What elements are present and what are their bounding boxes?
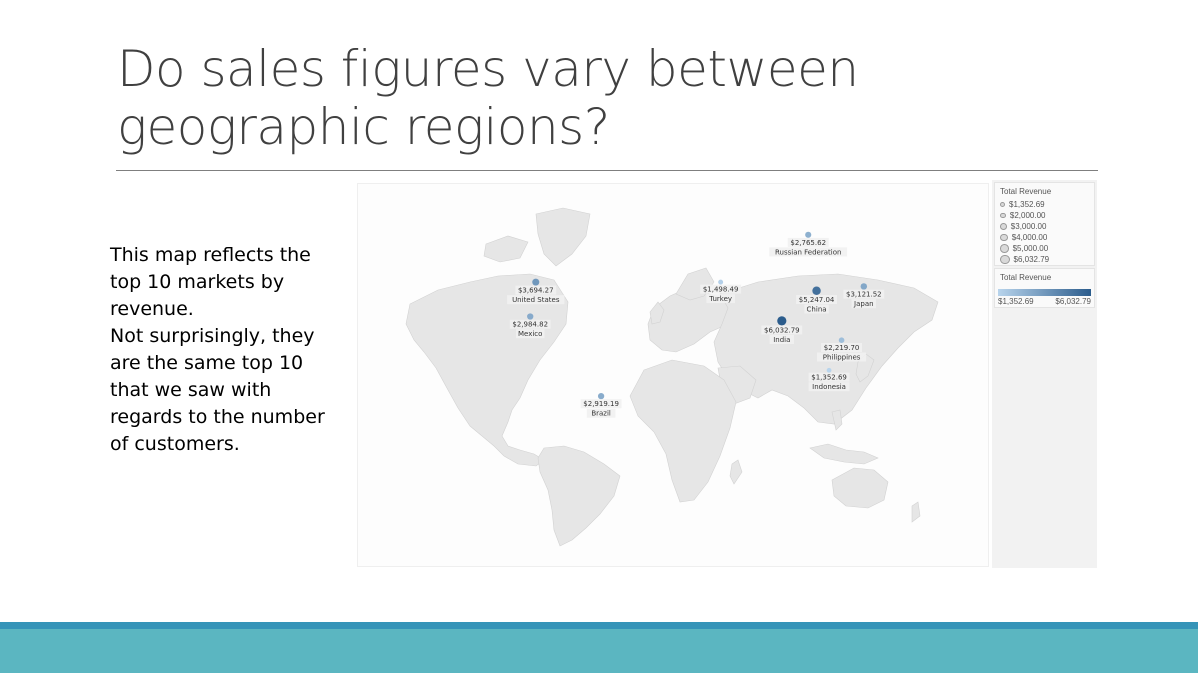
size-legend-item: $5,000.00 (995, 243, 1094, 254)
land-africa (629, 359, 737, 503)
market-country-label: China (807, 305, 827, 313)
market-revenue-label: $2,219.70 (824, 344, 860, 352)
market-country-label: Japan (853, 300, 874, 308)
land-greenland (535, 207, 591, 267)
size-legend: Total Revenue $1,352.69 $2,000.00 $3,000.0… (994, 182, 1095, 266)
title-divider (116, 170, 1098, 171)
color-ramp (998, 289, 1091, 296)
market-revenue-label: $1,498.49 (703, 286, 739, 294)
size-legend-item: $1,352.69 (995, 199, 1094, 210)
size-legend-circle (1000, 212, 1006, 219)
market-label-bg (808, 372, 850, 382)
market-label-bg (769, 334, 795, 344)
market-country-label: Philippines (823, 354, 861, 362)
land-south-america (537, 445, 621, 547)
market-country-label: Mexico (518, 330, 542, 338)
size-legend-label: $4,000.00 (1011, 233, 1048, 242)
market-country-label: United States (512, 296, 560, 304)
market-revenue-label: $6,032.79 (764, 326, 800, 334)
market-revenue-label: $3,694.27 (518, 287, 554, 295)
size-legend-item: $3,000.00 (995, 221, 1094, 232)
market-revenue-label: $2,765.62 (790, 239, 826, 247)
size-legend-title: Total Revenue (1000, 187, 1052, 196)
size-legend-circle (1000, 202, 1005, 207)
body-paragraph-2: Not surprisingly, they are the same top … (110, 325, 325, 455)
market-marker[interactable] (838, 337, 845, 344)
market-label-bg (769, 247, 848, 257)
market-label-bg (507, 295, 565, 305)
market-label-bg (515, 329, 545, 339)
market-country-label: Brazil (591, 410, 611, 418)
market-label-bg (821, 343, 863, 353)
market-marker[interactable] (777, 316, 787, 326)
size-legend-label: $6,032.79 (1013, 255, 1050, 264)
market-label-bg (851, 299, 877, 309)
market-label-bg (817, 352, 867, 362)
market-marker[interactable] (826, 367, 832, 373)
market-label-bg (796, 294, 838, 304)
size-legend-item: $6,032.79 (995, 254, 1094, 265)
land-layer (405, 207, 939, 547)
size-legend-circle (1000, 254, 1010, 265)
market-country-label: Indonesia (812, 383, 846, 391)
size-legend-circle (1000, 244, 1009, 253)
size-legend-label: $5,000.00 (1012, 244, 1049, 253)
footer-band-dark (0, 622, 1198, 629)
market-label-bg (843, 289, 885, 299)
size-legend-label: $1,352.69 (1009, 200, 1045, 209)
market-label-bg (580, 399, 622, 409)
land-arctic-islands (483, 235, 529, 263)
slide-body: This map reflects the top 10 markets by … (110, 242, 335, 458)
size-legend-label: $2,000.00 (1009, 211, 1046, 220)
market-marker[interactable] (532, 278, 540, 286)
legend-panel: Total Revenue $1,352.69 $2,000.00 $3,000.0… (992, 180, 1097, 568)
market-country-label: India (773, 336, 790, 344)
land-australia (831, 467, 889, 509)
market-revenue-label: $3,121.52 (846, 291, 882, 299)
market-marker[interactable] (812, 286, 821, 295)
slide-title: Do sales figures vary between geographic… (117, 40, 859, 156)
market-revenue-label: $1,352.69 (811, 374, 847, 382)
footer-band-light (0, 629, 1198, 673)
market-revenue-label: $5,247.04 (799, 296, 835, 304)
market-country-label: Turkey (708, 295, 732, 303)
land-new-zealand (911, 501, 921, 523)
market-revenue-label: $2,984.82 (512, 321, 548, 329)
size-legend-item: $4,000.00 (995, 232, 1094, 243)
size-legend-items: $1,352.69 $2,000.00 $3,000.00 $4,000.00 $5,0… (995, 199, 1094, 265)
market-label-bg (804, 304, 829, 314)
market-label-bg (509, 319, 551, 329)
color-ramp-max-label: $6,032.79 (1055, 297, 1091, 306)
market-label-bg (700, 284, 742, 294)
color-ramp-min-label: $1,352.69 (998, 297, 1034, 306)
size-legend-circle (1000, 233, 1008, 242)
market-country-label: Russian Federation (775, 248, 841, 256)
world-map[interactable]: $3,694.27 United States $2,984.82 Mexico $2,… (357, 183, 989, 567)
market-revenue-label: $2,919.19 (583, 400, 619, 408)
market-label-bg (706, 294, 735, 304)
market-marker[interactable] (597, 392, 605, 400)
market-marker[interactable] (860, 283, 868, 290)
market-label-bg (586, 408, 616, 418)
color-legend-title: Total Revenue (1000, 273, 1052, 282)
market-label-bg (808, 382, 850, 392)
land-madagascar (729, 459, 743, 485)
market-label-bg (787, 237, 829, 247)
body-paragraph-1: This map reflects the top 10 markets by … (110, 244, 311, 320)
market-marker[interactable] (718, 279, 724, 285)
land-indonesia (809, 443, 879, 465)
market-label-bg (761, 325, 803, 335)
land-philippines (831, 409, 843, 431)
market-marker[interactable] (527, 313, 534, 320)
market-marker[interactable] (805, 231, 812, 238)
land-uk (649, 301, 665, 325)
color-legend: Total Revenue $1,352.69 $6,032.79 (994, 268, 1095, 308)
size-legend-label: $3,000.00 (1010, 222, 1047, 231)
size-legend-circle (1000, 223, 1007, 230)
size-legend-item: $2,000.00 (995, 210, 1094, 221)
market-label-bg (515, 285, 557, 295)
